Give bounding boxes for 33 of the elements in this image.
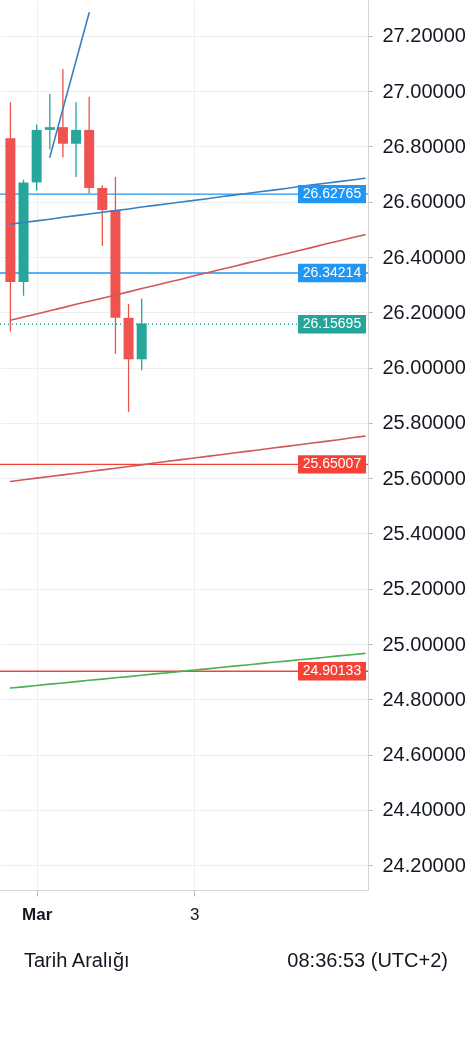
candlestick <box>44 93 55 150</box>
y-tick-label: 27.20000 <box>382 24 466 47</box>
y-tick-label: 25.60000 <box>382 466 466 489</box>
line-series <box>9 435 366 483</box>
ref-line-label: 26.15695 <box>302 315 362 332</box>
y-tick-label: 26.80000 <box>382 134 466 157</box>
y-tick-label: 24.60000 <box>382 743 466 766</box>
ref-line-label: 26.34214 <box>302 264 362 281</box>
ref-line-label: 25.65007 <box>302 455 362 472</box>
text: 08:36:53 (UTC+2) <box>287 949 448 971</box>
x-tick-label: Mar <box>22 904 53 924</box>
text: Tarih Aralığı <box>24 949 130 971</box>
y-tick-label: 26.40000 <box>382 245 466 268</box>
ref-line-label: 26.62765 <box>302 185 362 202</box>
y-tick-label: 26.00000 <box>382 356 466 379</box>
y-tick-label: 25.40000 <box>382 521 466 544</box>
y-tick-label: 24.20000 <box>382 853 466 876</box>
line-series <box>9 652 366 689</box>
x-tick-label: 3 <box>189 904 200 924</box>
y-tick-label: 24.40000 <box>382 798 466 821</box>
y-tick-label: 26.60000 <box>382 190 466 213</box>
ref-line-label: 24.90133 <box>302 662 362 679</box>
candlestick <box>71 101 82 178</box>
line-series <box>9 177 366 225</box>
y-tick-label: 25.00000 <box>382 632 466 655</box>
candlestick <box>57 68 68 159</box>
line-series <box>48 11 90 159</box>
candlestick <box>97 184 108 247</box>
y-tick-label: 26.20000 <box>382 300 466 323</box>
y-tick-label: 25.20000 <box>382 577 466 600</box>
y-tick-label: 27.00000 <box>382 79 466 102</box>
y-tick-label: 24.80000 <box>382 687 466 710</box>
y-tick-label: 25.80000 <box>382 411 466 434</box>
